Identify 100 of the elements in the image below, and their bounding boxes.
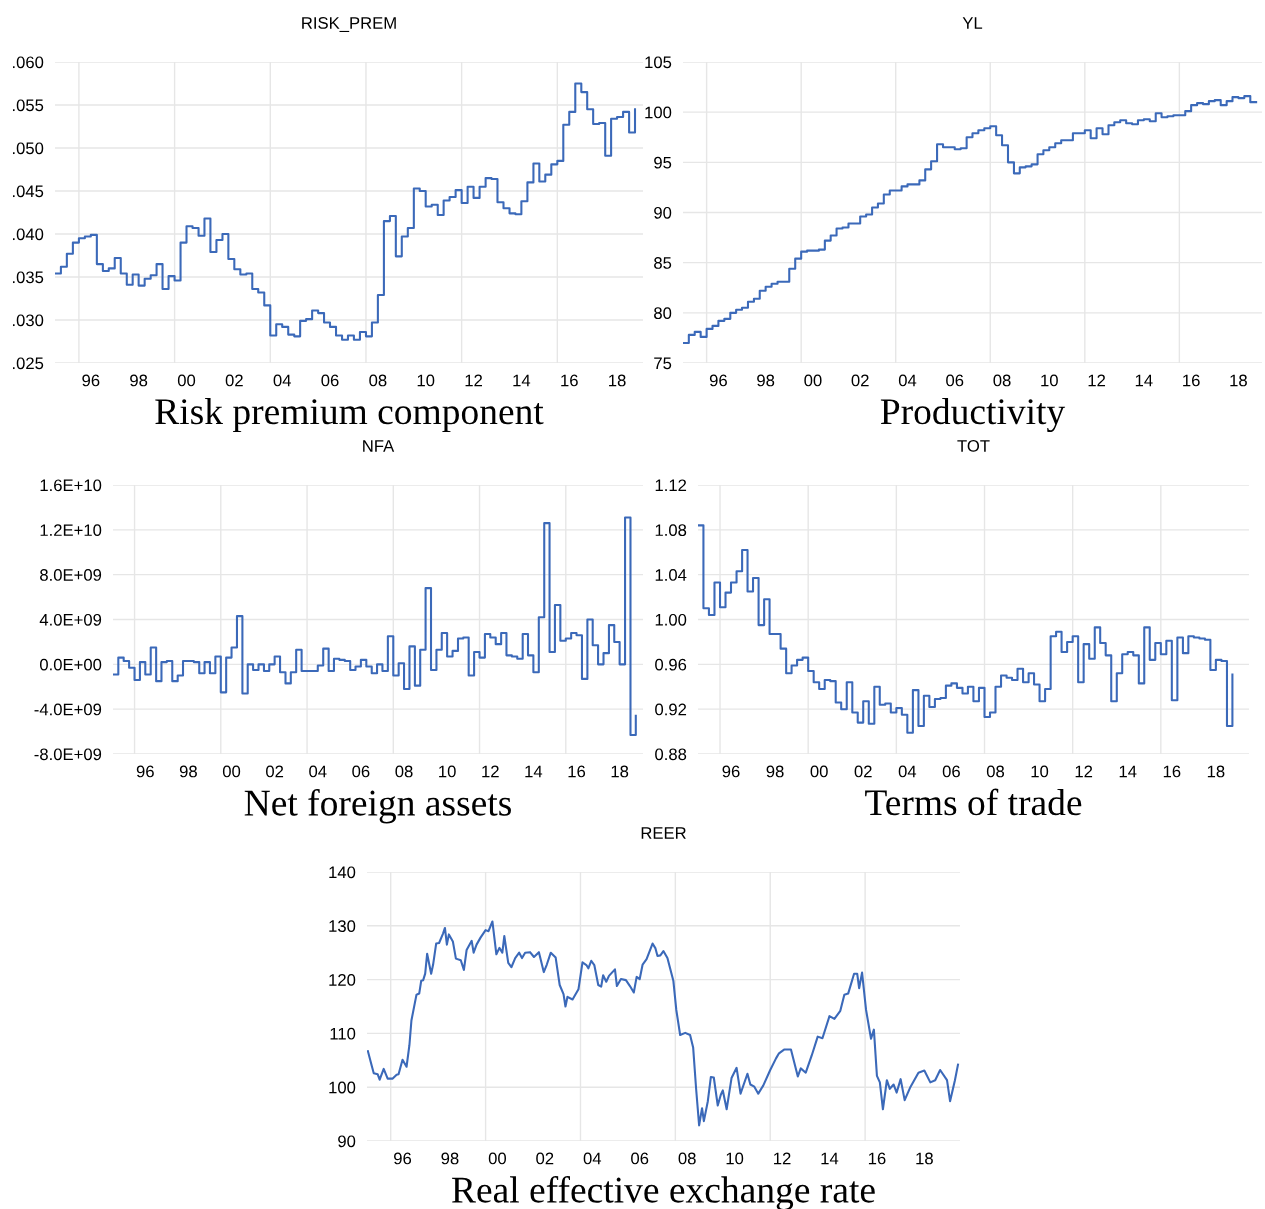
x-tick-label: 16 xyxy=(561,374,578,387)
x-tick-label: 08 xyxy=(993,374,1011,387)
y-tick-label: 8.0E+09 xyxy=(40,569,102,581)
x-tick-label: 98 xyxy=(130,374,148,387)
x-tick-label: 06 xyxy=(352,765,370,778)
x-axis-title: Net foreign assets xyxy=(244,788,511,824)
y-tick-label: 95 xyxy=(654,156,672,169)
y-tick-label: 0.96 xyxy=(655,658,687,671)
y-tick-label: .030 xyxy=(12,314,44,327)
y-tick-label: .045 xyxy=(12,185,44,198)
x-tick-label: 08 xyxy=(678,1152,696,1165)
y-tick-label: 4.0E+09 xyxy=(39,613,102,626)
x-axis-title: Productivity xyxy=(880,397,1066,433)
x-tick-label: 06 xyxy=(321,374,339,387)
y-tick-label: 1.08 xyxy=(655,524,687,537)
x-tick-label: 06 xyxy=(942,765,960,778)
x-tick-label: 06 xyxy=(946,374,964,387)
x-tick-label: 08 xyxy=(395,765,413,778)
x-tick-label: 06 xyxy=(631,1152,649,1165)
y-tick-label: 90 xyxy=(338,1135,356,1148)
chart-title: NFA xyxy=(363,440,395,452)
y-tick-label: 75 xyxy=(654,357,672,370)
y-tick-label: 90 xyxy=(654,206,672,219)
x-tick-label: 96 xyxy=(82,374,100,387)
x-tick-label: 18 xyxy=(1230,374,1247,387)
x-tick-label: 14 xyxy=(821,1152,839,1165)
y-tick-label: .040 xyxy=(12,228,44,241)
x-tick-label: 14 xyxy=(1119,765,1137,778)
x-tick-label: 04 xyxy=(273,374,291,387)
x-tick-label: 04 xyxy=(309,765,327,778)
x-tick-label: 10 xyxy=(1041,374,1058,387)
y-tick-label: 0.88 xyxy=(655,748,687,761)
x-tick-label: 18 xyxy=(609,374,626,387)
x-tick-label: 04 xyxy=(583,1152,602,1165)
x-axis-title: Risk premium component xyxy=(155,397,544,432)
chart-title: REER xyxy=(641,827,686,839)
x-tick-label: 16 xyxy=(868,1152,886,1165)
x-tick-label: 00 xyxy=(804,374,822,387)
y-tick-label: 1.04 xyxy=(655,569,687,581)
y-tick-label: .025 xyxy=(12,357,44,370)
x-tick-label: 14 xyxy=(1135,374,1153,387)
x-tick-label: 16 xyxy=(1183,374,1200,387)
chart-title: TOT xyxy=(957,440,990,452)
x-tick-label: 18 xyxy=(916,1152,933,1165)
x-tick-label: 16 xyxy=(568,765,586,778)
y-tick-label: 1.6E+10 xyxy=(40,479,102,492)
x-tick-label: 98 xyxy=(441,1152,459,1165)
x-tick-label: 00 xyxy=(810,765,828,778)
x-tick-label: 08 xyxy=(369,374,387,387)
y-tick-label: 0.0E+00 xyxy=(39,658,102,671)
x-tick-label: 18 xyxy=(611,765,629,778)
x-tick-label: 12 xyxy=(482,765,499,778)
x-tick-label: 10 xyxy=(417,374,435,387)
x-tick-label: 18 xyxy=(1207,765,1225,778)
y-tick-label: 1.12 xyxy=(655,479,687,492)
x-axis-title: Terms of trade xyxy=(865,788,1082,816)
y-tick-label: 130 xyxy=(329,920,356,932)
y-tick-label: .035 xyxy=(12,271,44,284)
x-tick-label: 02 xyxy=(266,765,284,778)
chart-title: YL xyxy=(962,17,983,29)
y-tick-label: 1.2E+10 xyxy=(40,524,102,537)
y-tick-label: 140 xyxy=(329,866,356,879)
y-tick-label: 105 xyxy=(645,56,672,69)
y-tick-label: 80 xyxy=(654,307,672,320)
x-tick-label: 08 xyxy=(986,765,1005,778)
x-tick-label: 10 xyxy=(726,1152,744,1165)
x-tick-label: 12 xyxy=(774,1152,791,1165)
x-tick-label: 16 xyxy=(1163,765,1181,778)
x-tick-label: 04 xyxy=(898,765,917,778)
x-tick-label: 12 xyxy=(1088,374,1106,387)
x-tick-label: 00 xyxy=(177,374,196,387)
y-tick-label: 100 xyxy=(645,106,672,119)
x-tick-label: 14 xyxy=(525,765,543,778)
x-tick-label: 00 xyxy=(488,1152,507,1165)
x-tick-label: 96 xyxy=(394,1152,412,1165)
x-tick-label: 96 xyxy=(136,765,154,778)
y-tick-label: .060 xyxy=(12,56,44,69)
x-tick-label: 96 xyxy=(722,765,740,778)
x-tick-label: 12 xyxy=(465,374,482,387)
line-series xyxy=(367,920,960,1127)
x-tick-label: 02 xyxy=(851,374,869,387)
x-tick-label: 98 xyxy=(766,765,784,778)
y-tick-label: 100 xyxy=(329,1081,356,1094)
x-tick-label: 10 xyxy=(439,765,456,778)
y-tick-label: 120 xyxy=(329,974,356,986)
x-tick-label: 02 xyxy=(536,1152,554,1165)
x-tick-label: 02 xyxy=(225,374,243,387)
y-tick-label: .055 xyxy=(12,99,44,112)
x-tick-label: 02 xyxy=(854,765,872,778)
y-tick-label: 0.92 xyxy=(655,703,687,716)
x-tick-label: 98 xyxy=(757,374,775,387)
y-tick-label: 110 xyxy=(330,1027,356,1040)
y-tick-label: 85 xyxy=(654,257,672,269)
y-tick-label: 1.00 xyxy=(655,613,687,626)
y-tick-label: -4.0E+09 xyxy=(34,703,102,716)
x-tick-label: 12 xyxy=(1075,765,1093,778)
chart-title: RISK_PREM xyxy=(302,17,396,32)
x-tick-label: 10 xyxy=(1031,765,1049,778)
x-tick-label: 14 xyxy=(513,374,531,387)
y-tick-label: .050 xyxy=(12,142,44,155)
